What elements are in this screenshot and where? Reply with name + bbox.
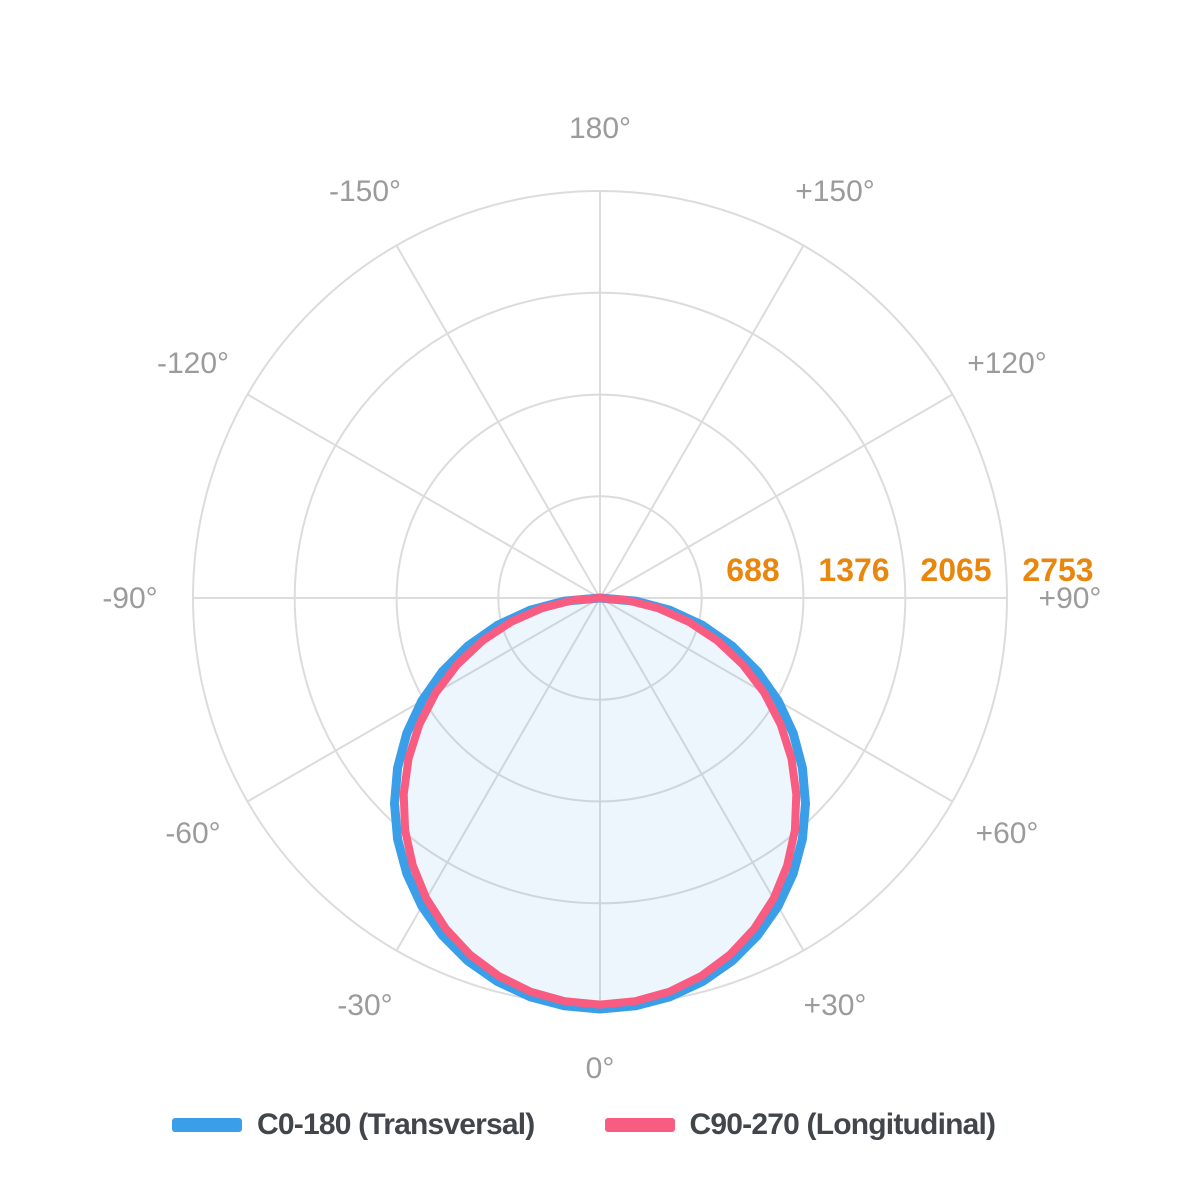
legend-item-c90-270[interactable]: C90-270 (Longitudinal) bbox=[604, 1108, 997, 1142]
grid-radial-line bbox=[599, 597, 805, 951]
ring-value-label: 2065 bbox=[920, 552, 991, 588]
angle-label: -150° bbox=[329, 175, 401, 208]
legend-label-c90-270: C90-270 (Longitudinal) bbox=[689, 1108, 997, 1141]
angle-label: -90° bbox=[102, 582, 157, 615]
series-curve bbox=[390, 593, 810, 1014]
chart-legend: C0-180 (Transversal) C90-270 (Longitudin… bbox=[172, 1103, 997, 1147]
angle-label: 0° bbox=[586, 1052, 615, 1085]
angle-label: +150° bbox=[795, 175, 875, 208]
angle-label: -30° bbox=[337, 989, 392, 1022]
angle-label: -120° bbox=[157, 347, 229, 380]
ring-value-label: 2753 bbox=[1022, 552, 1093, 588]
grid-radial-line bbox=[395, 245, 601, 599]
angle-label: +120° bbox=[967, 347, 1047, 380]
legend-swatch-c0-180 bbox=[172, 1118, 242, 1132]
legend-item-c0-180[interactable]: C0-180 (Transversal) bbox=[172, 1108, 535, 1142]
angle-label: -60° bbox=[165, 817, 220, 850]
angle-label: +30° bbox=[804, 989, 867, 1022]
angle-label: +60° bbox=[976, 817, 1039, 850]
legend-swatch-c90-270 bbox=[604, 1118, 675, 1132]
ring-value-label: 1376 bbox=[818, 552, 889, 588]
grid-radial-line bbox=[599, 393, 953, 599]
grid-radial-line bbox=[247, 393, 601, 599]
angle-label: 180° bbox=[569, 112, 631, 145]
series-curve bbox=[399, 594, 801, 1009]
ring-value-label: 688 bbox=[726, 552, 779, 588]
grid-radial-line bbox=[599, 245, 805, 599]
angle-label: +90° bbox=[1039, 582, 1102, 615]
legend-label-c0-180: C0-180 (Transversal) bbox=[257, 1108, 535, 1141]
grid-radial-line bbox=[395, 597, 601, 951]
series-fill bbox=[403, 598, 797, 1005]
